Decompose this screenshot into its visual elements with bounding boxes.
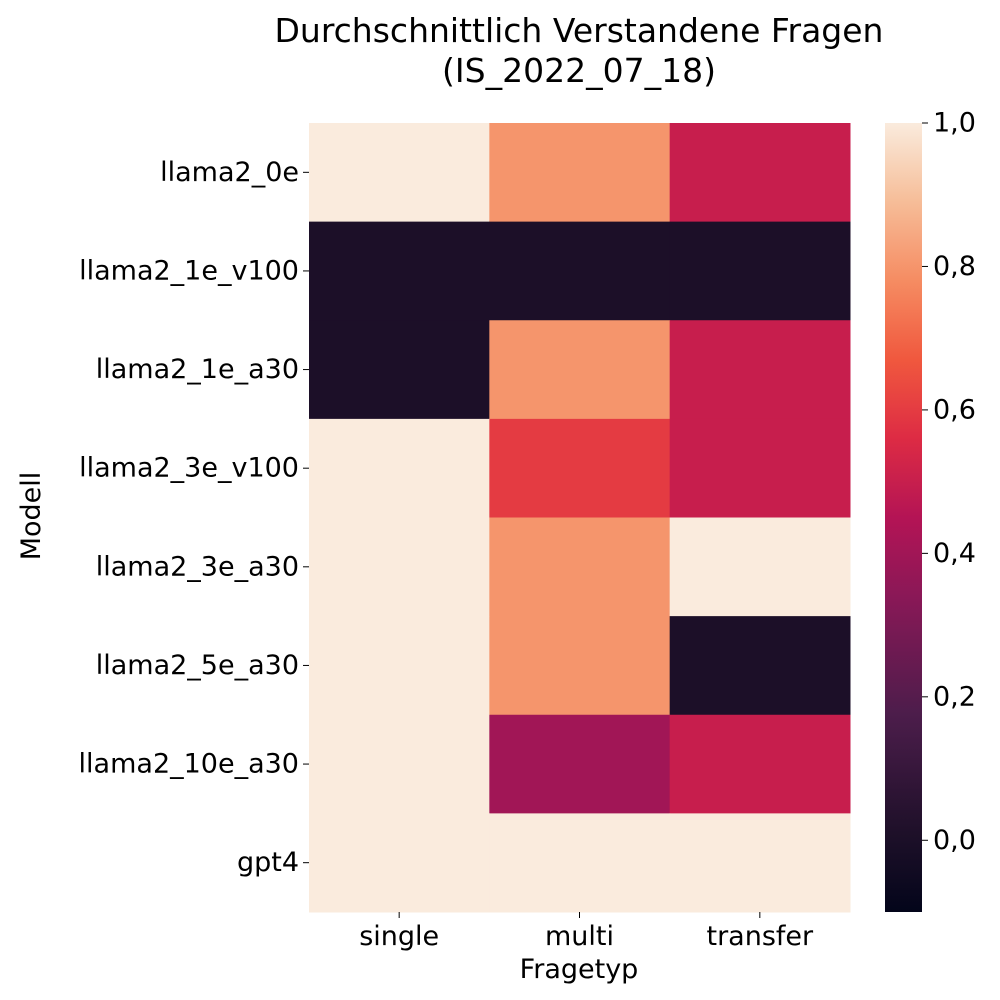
colorbar-ticks: 0,0 0,2 0,4 0,6 0,8 1,0: [922, 108, 976, 856]
heatmap-cell: [309, 320, 490, 420]
x-tick-label: multi: [545, 921, 614, 952]
heatmap-cell: [669, 418, 851, 518]
x-tick-label: transfer: [707, 921, 815, 952]
heatmap-cell: [309, 517, 490, 617]
heatmap-cell: [489, 123, 671, 223]
heatmap-cells: [309, 123, 851, 913]
heatmap-cell: [669, 221, 851, 321]
colorbar-tick-label: 0,4: [933, 538, 976, 569]
heatmap-cell: [669, 320, 851, 420]
heatmap-cell: [309, 418, 490, 518]
y-tick-label: llama2_1e_v100: [79, 255, 299, 286]
heatmap-cell: [309, 813, 490, 913]
heatmap-cell: [489, 714, 671, 814]
x-axis-ticks: single multi transfer: [359, 912, 814, 952]
heatmap-cell: [669, 123, 851, 223]
colorbar-tick-label: 0,2: [933, 681, 976, 712]
heatmap-cell: [489, 418, 671, 518]
heatmap-cell: [489, 320, 671, 420]
heatmap-cell: [309, 616, 490, 716]
y-tick-label: gpt4: [237, 847, 299, 878]
y-tick-label: llama2_1e_a30: [96, 354, 299, 385]
colorbar-tick-label: 0,8: [933, 251, 976, 282]
y-axis-ticks: llama2_0e llama2_1e_v100 llama2_1e_a30llam…: [79, 157, 309, 878]
chart-title-line-2: (IS_2022_07_18): [442, 51, 716, 90]
x-axis-label: Fragetyp: [520, 954, 639, 985]
heatmap-cell: [309, 714, 490, 814]
heatmap-cell: [489, 813, 671, 913]
heatmap-cell: [309, 123, 490, 223]
heatmap-cell: [489, 221, 671, 321]
y-axis-label: Modell: [16, 472, 47, 561]
y-tick-label: llama2_10e_a30: [79, 749, 299, 780]
y-tick-label: llama2_5e_a30: [96, 650, 299, 681]
heatmap-cell: [669, 517, 851, 617]
y-tick-label: llama2_0e: [160, 157, 299, 188]
colorbar: [885, 123, 922, 912]
heatmap-cell: [489, 616, 671, 716]
heatmap-cell: [669, 714, 851, 814]
heatmap-cell: [489, 517, 671, 617]
heatmap-cell: [669, 616, 851, 716]
colorbar-tick-label: 1,0: [933, 108, 976, 139]
y-tick-label: llama2_3e_v100: [79, 453, 299, 484]
heatmap-cell: [669, 813, 851, 913]
colorbar-tick-label: 0,6: [933, 394, 976, 425]
colorbar-tick-label: 0,0: [933, 825, 976, 856]
y-tick-label: llama2_3e_a30: [96, 551, 299, 582]
chart-title-line-1: Durchschnittlich Verstandene Fragen: [275, 11, 884, 50]
heatmap-cell: [309, 221, 490, 321]
x-tick-label: single: [359, 921, 439, 952]
